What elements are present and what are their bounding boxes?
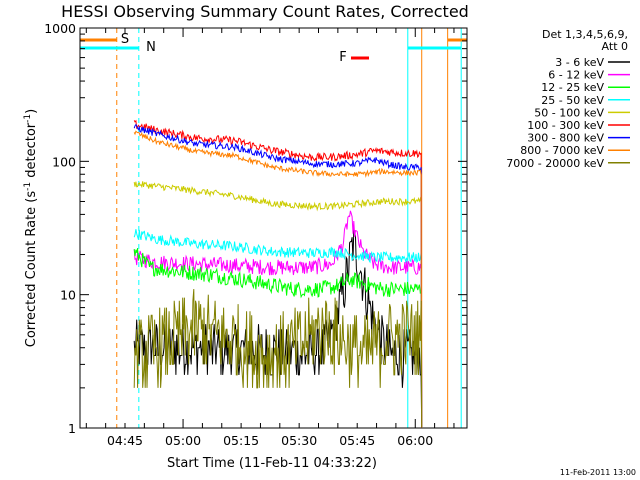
y-tick-label: 1	[68, 421, 76, 436]
legend-label: 300 - 800 keV	[527, 132, 604, 145]
x-axis-label: Start Time (11-Feb-11 04:33:22)	[167, 456, 377, 471]
flag-bars	[80, 38, 467, 50]
x-tick-label: 05:30	[281, 433, 317, 448]
x-tick-label: 04:45	[107, 433, 143, 448]
series-line	[133, 181, 423, 428]
y-axis: 1 10 100 1000	[44, 21, 467, 436]
annotation-n: N	[146, 40, 156, 55]
y-tick-label: 1000	[44, 21, 76, 36]
plot-frame	[79, 27, 468, 429]
legend-label: 3 - 6 keV	[555, 56, 604, 69]
timestamp: 11-Feb-2011 13:00	[560, 468, 636, 477]
y-tick-label: 10	[60, 288, 76, 303]
series-layer	[133, 119, 423, 428]
x-tick-label: 05:00	[165, 433, 201, 448]
series-line	[133, 130, 423, 428]
legend-title-line2: Att 0	[602, 40, 628, 53]
annotation-s: S	[121, 32, 129, 47]
legend-label: 25 - 50 keV	[541, 94, 604, 107]
series-line	[133, 248, 423, 428]
time-markers	[116, 28, 462, 428]
legend-label: 6 - 12 keV	[548, 69, 604, 82]
x-tick-label: 06:00	[397, 433, 433, 448]
series-line	[133, 123, 423, 428]
legend-label: 100 - 300 keV	[527, 119, 604, 132]
legend-label: 7000 - 20000 keV	[506, 157, 604, 170]
x-tick-label: 05:45	[339, 433, 375, 448]
legend-label: 50 - 100 keV	[534, 106, 604, 119]
legend-label: 800 - 7000 keV	[520, 144, 604, 157]
legend-label: 12 - 25 keV	[541, 81, 604, 94]
legend-title-line1: Det 1,3,4,5,6,9,	[542, 28, 628, 41]
series-line	[133, 289, 423, 428]
y-axis-label: Corrected Count Rate (s-1 detector-1)	[23, 109, 39, 347]
series-line	[133, 229, 423, 428]
annotation-f: F	[339, 50, 346, 65]
x-axis: 04:45 05:00 05:15 05:30 05:45 06:00	[85, 28, 455, 448]
chart-title: HESSI Observing Summary Count Rates, Cor…	[61, 2, 469, 21]
y-tick-label: 100	[52, 154, 76, 169]
x-tick-label: 05:15	[223, 433, 259, 448]
series-line	[133, 119, 423, 428]
